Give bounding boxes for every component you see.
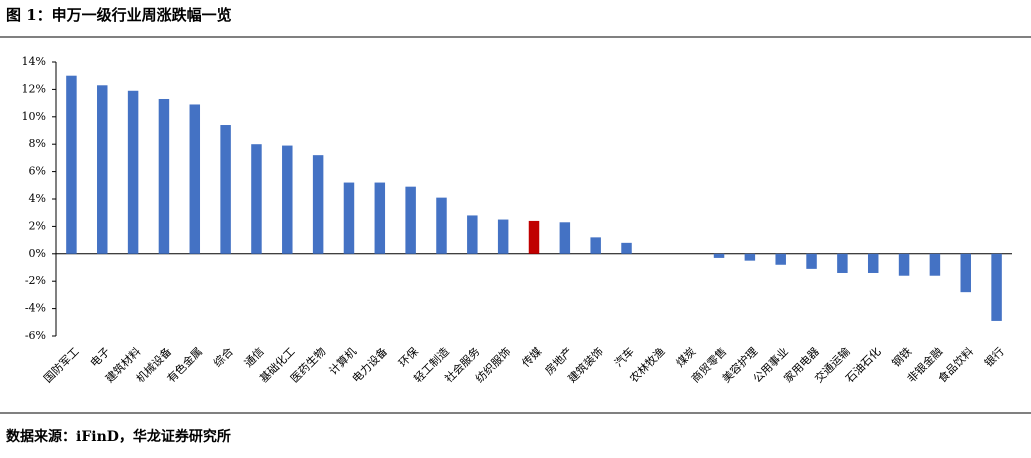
bar [158,98,170,254]
bar [343,182,355,254]
bar [713,253,725,258]
bar [405,186,416,254]
bar [806,253,817,269]
bar [960,253,971,293]
bar [251,144,262,254]
bar [528,220,540,254]
x-tick-label: 银行 [981,344,1006,369]
y-tick-label: 8% [29,137,46,150]
bar [127,90,139,254]
x-tick-label: 钢铁 [890,345,915,370]
bar [497,219,509,254]
bar [621,242,632,254]
x-tick-label: 汽车 [611,344,636,369]
bar [898,253,910,276]
y-tick-label: 12% [22,82,46,95]
x-tick-label: 传媒 [519,345,544,370]
bar [312,155,324,254]
y-tick-label: 6% [29,165,46,178]
bar [97,85,108,254]
y-tick-label: -4% [25,302,46,315]
bar [467,215,478,254]
source-note: 数据来源：iFinD，华龙证券研究所 [6,428,231,445]
y-tick-label: 10% [22,110,46,123]
bar [436,197,447,254]
bar [220,125,231,254]
x-tick-label: 国防军工 [41,344,82,385]
chart-title: 图 1：申万一级行业周涨跌幅一览 [6,6,232,24]
x-tick-label: 综合 [210,344,235,369]
x-tick-label: 电子 [88,345,113,370]
y-tick-label: -6% [25,329,46,342]
x-tick-label: 煤炭 [674,345,699,370]
bar [559,222,571,254]
y-tick-label: 0% [29,247,46,260]
bar [775,253,786,265]
y-tick-label: 2% [29,219,46,232]
x-tick-label: 环保 [395,344,420,369]
bar [991,253,1002,321]
y-tick-label: 4% [29,192,46,205]
bar [374,182,386,254]
bar [66,75,77,254]
bar [282,145,293,254]
bar [590,237,601,254]
bar [189,104,201,254]
bar [929,253,941,276]
bar [837,253,848,273]
bar [867,253,879,273]
x-tick-label: 通信 [242,345,267,370]
y-tick-label: -2% [25,274,46,287]
bar [744,253,756,261]
y-tick-label: 14% [22,55,46,68]
